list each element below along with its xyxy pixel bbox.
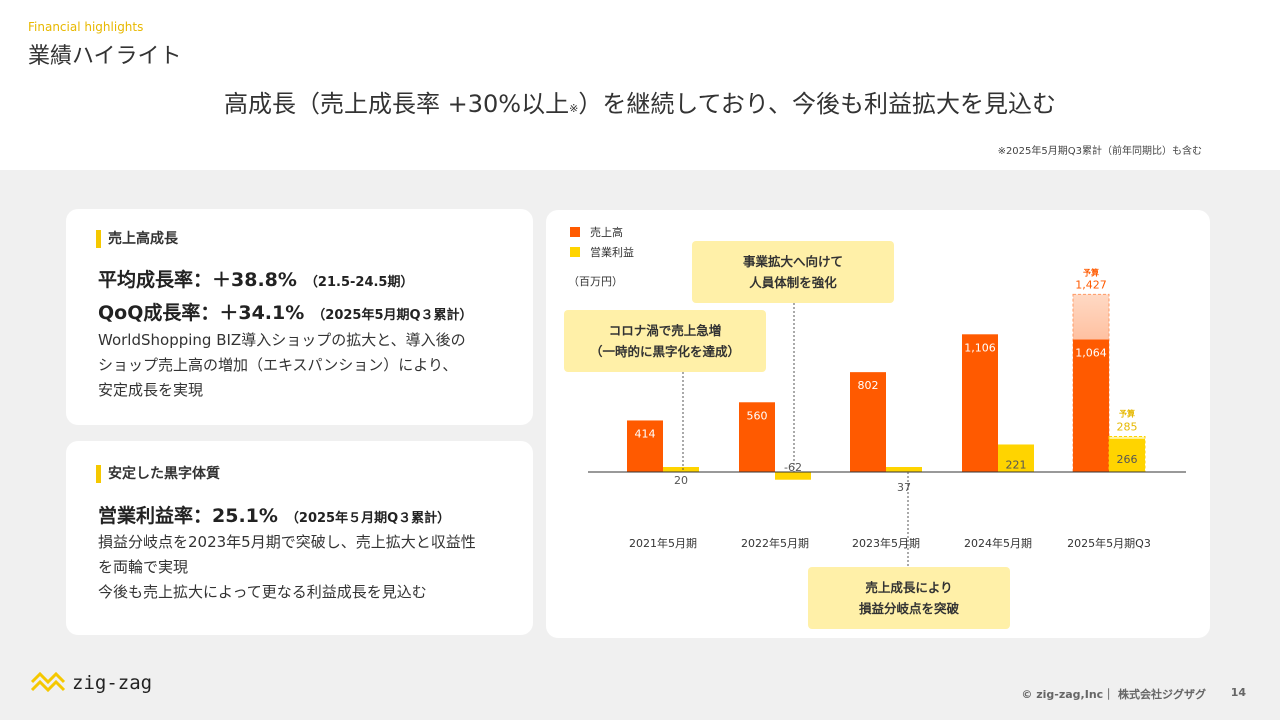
kpi-note: （21.5-24.5期） [304,275,414,290]
profit-value-label: 20 [674,474,688,487]
category-label: 2025年5月期Q3 [1067,536,1151,550]
sales-growth-card: 売上高成長 平均成長率：＋38.8% （21.5-24.5期） QoQ成長率：＋3… [66,209,533,425]
category-label: 2023年5月期 [852,536,920,550]
kpi-qoq-growth: QoQ成長率：＋34.1% （2025年5月期Q３累計） [98,298,473,325]
sales-bar [739,402,775,472]
annotation-text: （一時的に黒字化を達成） [590,344,740,359]
logo-text: zig-zag [72,672,153,694]
page-number: 14 [1230,686,1246,699]
sales-value-label: 560 [747,409,768,422]
annotation-callout [692,241,894,303]
legend-swatch-profit [570,247,580,257]
kpi-label: 平均成長率：＋38.8% [98,269,297,291]
desc-line: 今後も売上拡大によって更なる利益成長を見込む [98,583,427,601]
sales-value-label: 1,064 [1075,347,1107,360]
forecast-profit-tag: 予算 [1119,409,1135,419]
category-label: 2022年5月期 [741,536,809,550]
legend-swatch-sales [570,227,580,237]
desc-line: ショップ売上高の増加（エキスパンション）により、 [98,356,458,374]
sales-value-label: 414 [635,427,656,440]
annotation-text: 事業拡大へ向けて [743,254,843,269]
category-label: 2021年5月期 [629,536,697,550]
profit-bar [663,467,699,472]
kpi-average-growth: 平均成長率：＋38.8% （21.5-24.5期） [98,265,413,292]
profit-value-label: -62 [784,461,802,474]
annotation-text: 人員体制を強化 [749,275,837,290]
sales-value-label: 802 [858,379,879,392]
desc-line: を両輪で実現 [98,558,189,576]
annotation-text: 損益分岐点を突破 [859,601,960,616]
sales-value-label: 1,106 [964,341,996,354]
profit-bar [886,467,922,472]
sales-bar [962,334,998,472]
profit-bar [775,472,811,480]
annotation-text: 売上成長により [865,580,952,595]
kpi-operating-margin: 営業利益率：25.1% （2025年５月期Q３累計） [98,501,450,528]
profit-value-label: 221 [1006,458,1027,471]
desc-line: 安定成長を実現 [98,381,204,399]
headline-main: 高成長（売上成長率 +30%以上 [224,90,570,118]
chart-card: 売上高営業利益 （百万円） 414 560 802 1,106 1,064 20 -62 37 22… [546,210,1210,638]
card-title: 売上高成長 [96,230,178,248]
profit-value-label: 266 [1117,453,1138,466]
kpi-note: （2025年５月期Q３累計） [285,511,451,526]
header-area: Financial highlights 業績ハイライト 高成長（売上成長率 +… [0,0,1280,170]
annotation-text: コロナ渦で売上急増 [609,323,722,338]
card-description: WorldShopping BIZ導入ショップの拡大と、導入後の ショップ売上高… [98,328,466,403]
profit-bar [998,444,1034,472]
card-description: 損益分岐点を2023年5月期で突破し、売上拡大と収益性 を両輪で実現 今後も売上… [98,530,476,605]
headline-tail: ）を継続しており、今後も利益拡大を見込む [578,90,1056,118]
annotation-callout [564,310,766,372]
forecast-sales-value: 1,427 [1075,278,1107,291]
profit-bar [1109,438,1145,472]
sales-bar [850,372,886,472]
kpi-label: 営業利益率：25.1% [98,505,278,527]
zigzag-logo-icon [30,671,66,693]
section-title: 業績ハイライト [28,44,182,69]
section-kicker: Financial highlights [28,20,144,34]
desc-line: 損益分岐点を2023年5月期で突破し、売上拡大と収益性 [98,533,476,551]
forecast-profit-value: 285 [1117,421,1138,434]
desc-line: WorldShopping BIZ導入ショップの拡大と、導入後の [98,331,466,349]
profit-value-label: 37 [897,481,911,494]
kpi-note: （2025年5月期Q３累計） [312,308,473,323]
legend-label-profit: 営業利益 [590,245,634,259]
legend-label-sales: 売上高 [590,225,623,239]
annotation-callout [808,567,1010,629]
forecast-sales-tag: 予算 [1083,267,1099,277]
sales-bar [1073,339,1109,472]
card-title: 安定した黒字体質 [96,465,220,483]
category-label: 2024年5月期 [964,536,1032,550]
footnote: ※2025年5月期Q3累計（前年同期比）も含む [997,146,1202,157]
sales-bar [627,420,663,472]
page-headline: 高成長（売上成長率 +30%以上※）を継続しており、今後も利益拡大を見込む [0,84,1280,119]
unit-label: （百万円） [568,275,623,288]
kpi-label: QoQ成長率：＋34.1% [98,302,305,324]
headline-mark: ※ [569,102,579,115]
profit-card: 安定した黒字体質 営業利益率：25.1% （2025年５月期Q３累計） 損益分岐点… [66,441,533,635]
copyright: © zig-zag,Inc｜ 株式会社ジグザグ [1021,688,1206,701]
